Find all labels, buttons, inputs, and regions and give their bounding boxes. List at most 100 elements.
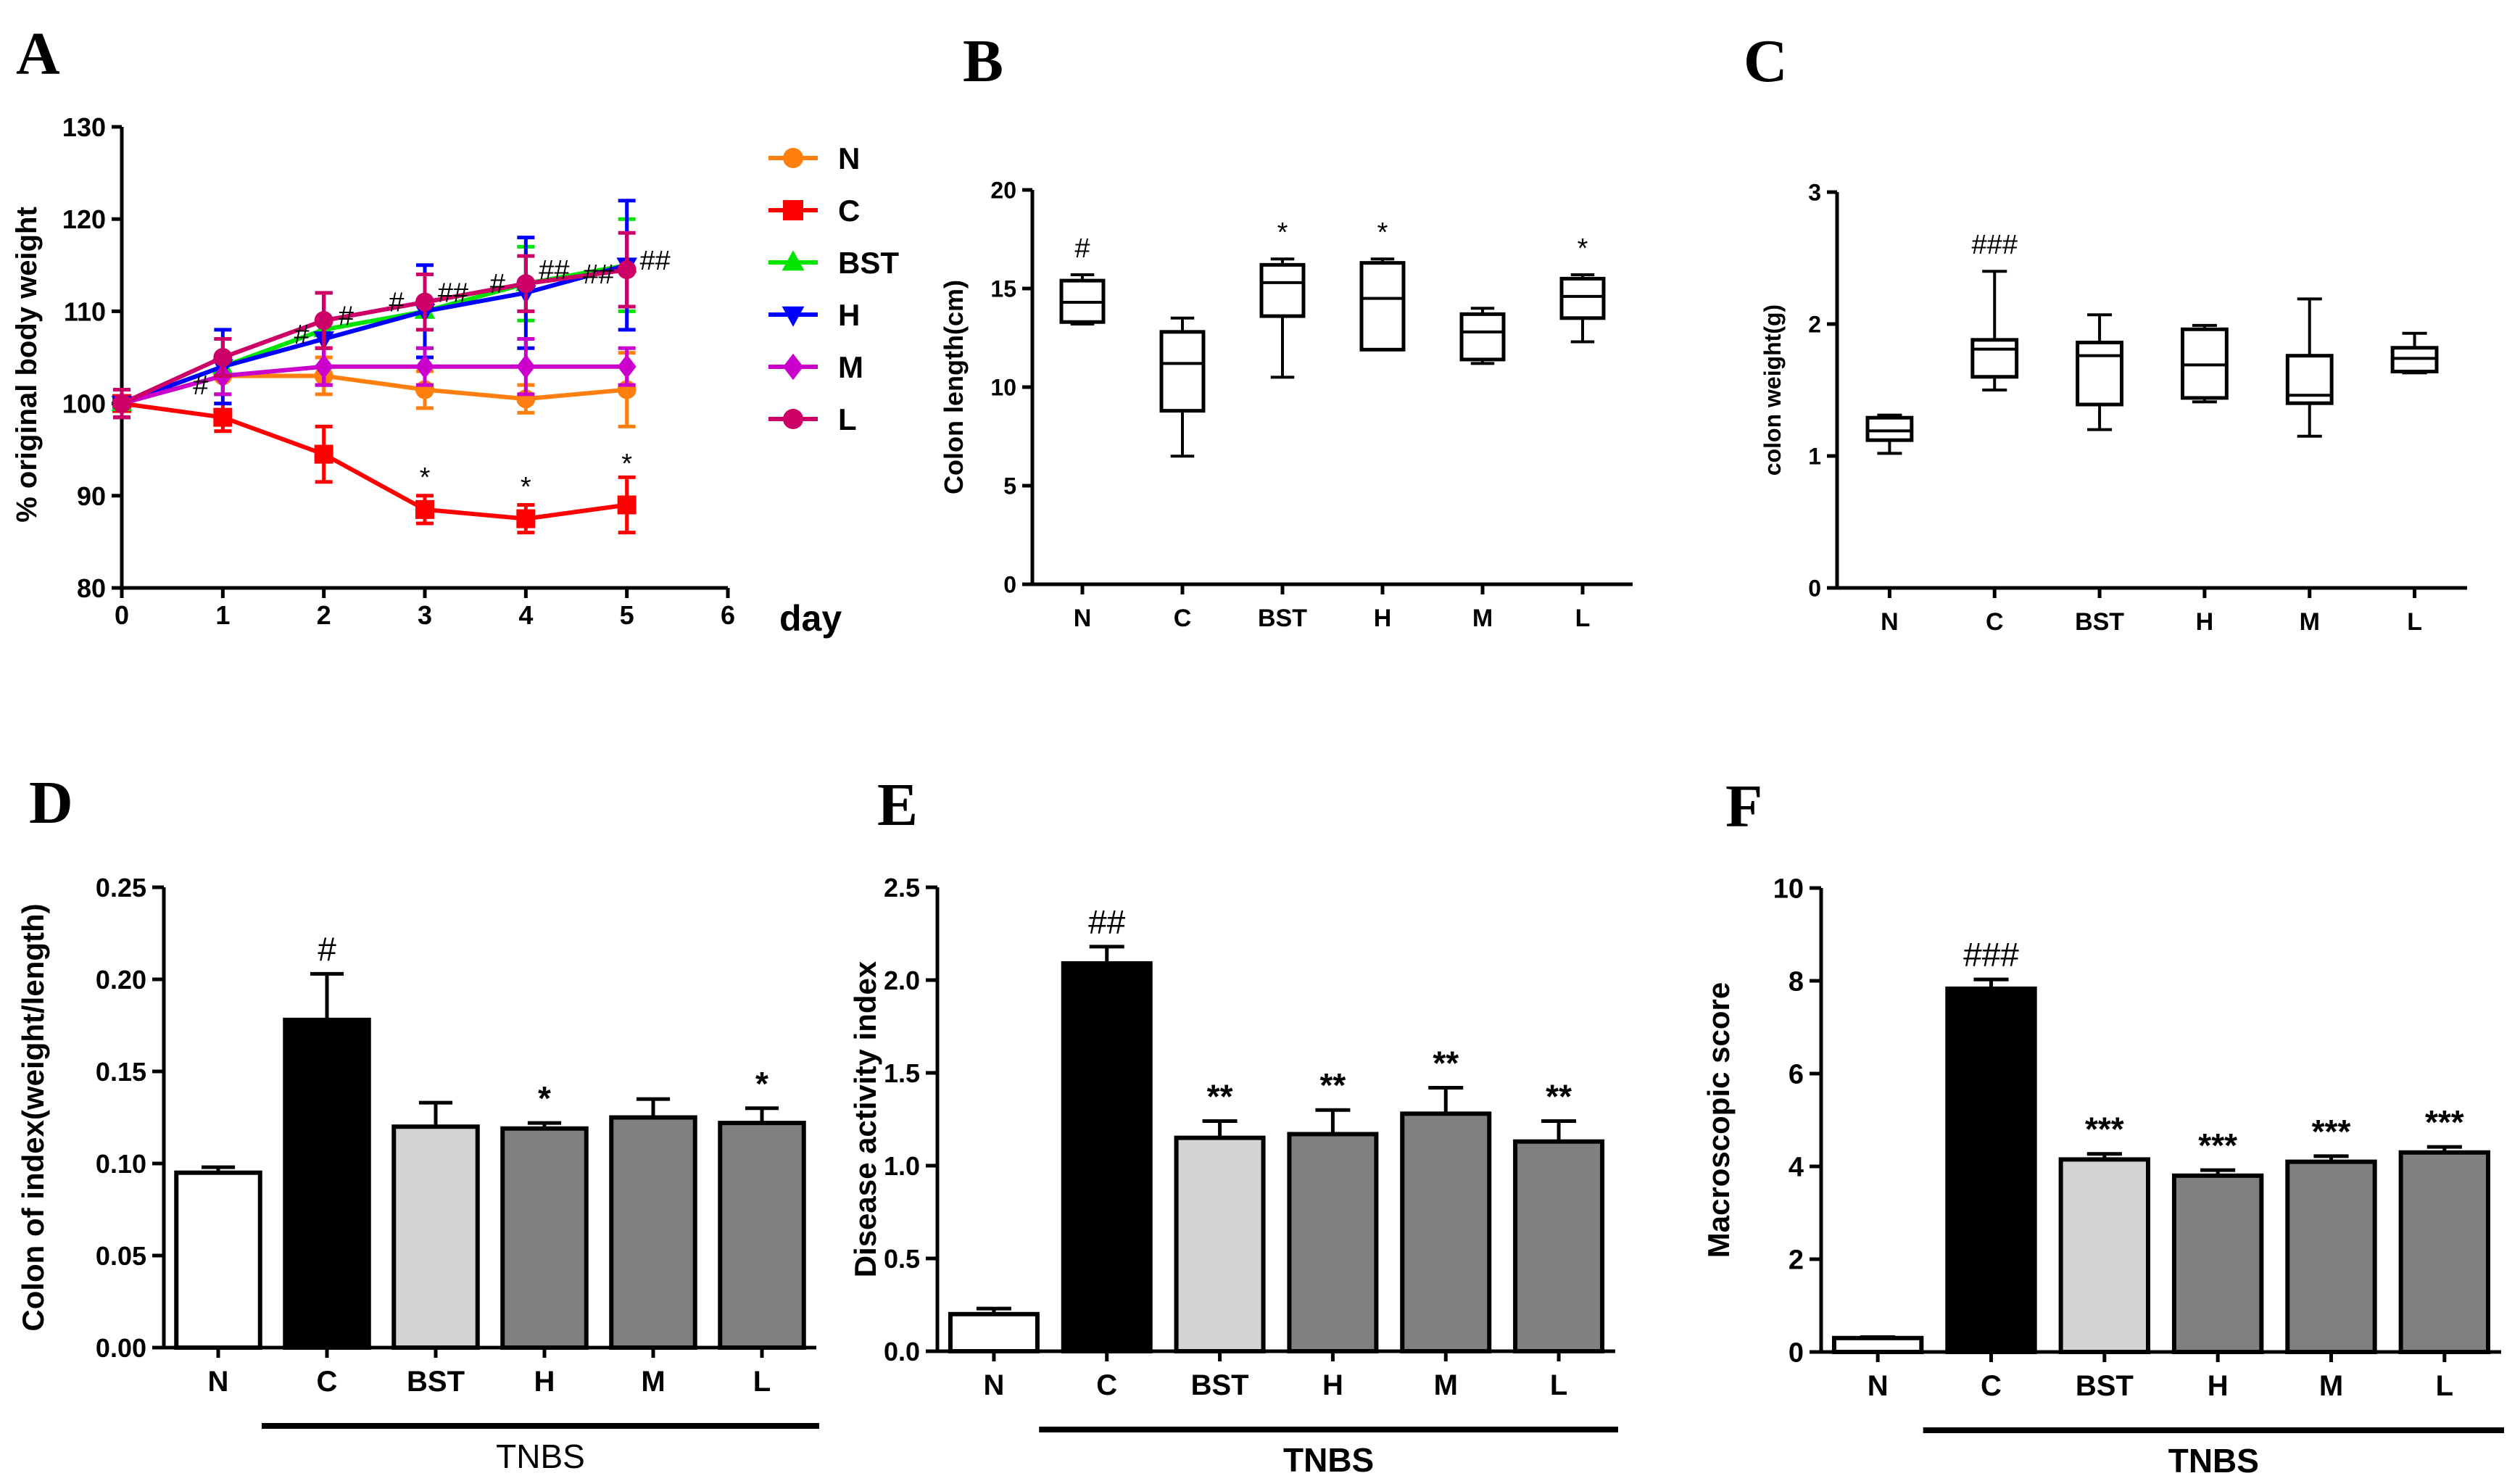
box-M: M — [1459, 307, 1506, 632]
data-point — [314, 354, 333, 379]
data-point — [783, 353, 803, 381]
x-tick-label: C — [1981, 1370, 2002, 1402]
bar-H: H* — [500, 1079, 589, 1398]
x-tick-label: L — [2407, 608, 2422, 636]
x-tick-label: L — [1550, 1369, 1567, 1401]
y-tick-label: 1 — [1808, 444, 1821, 470]
box-BST: BST * — [1258, 217, 1307, 632]
legend-label: M — [838, 350, 863, 384]
data-point — [415, 499, 434, 519]
bar-BST: BST — [391, 1100, 480, 1398]
y-tick-label: 8 — [1789, 967, 1804, 997]
bar — [391, 1124, 480, 1350]
panel-c: C 0 1 2 3 colon weight(g) N C ### BST H M L — [1744, 28, 2467, 636]
significance-mark: * — [538, 1079, 551, 1117]
data-point — [314, 444, 333, 464]
bar — [1945, 986, 2037, 1354]
bar-L: L ** — [1513, 1078, 1605, 1401]
y-tick-label: 130 — [62, 112, 106, 142]
significance-mark: ### — [1972, 230, 2018, 260]
x-tick-label: N — [1881, 608, 1899, 636]
y-tick-label: 0.0 — [884, 1337, 920, 1366]
y-tick-label: 0.05 — [96, 1241, 146, 1271]
data-point — [415, 292, 434, 312]
legend-item-L: L — [768, 402, 857, 436]
series-L — [112, 231, 637, 420]
x-tick-label: L — [753, 1366, 771, 1398]
significance-mark: *** — [2085, 1111, 2124, 1148]
bar-M: M — [609, 1097, 697, 1398]
significance-mark: *** — [2312, 1113, 2351, 1150]
box-H: H — [2181, 323, 2229, 636]
significance-mark: * — [1377, 217, 1388, 248]
significance-mark: ** — [1320, 1066, 1346, 1104]
y-tick-label: 2.5 — [884, 873, 920, 903]
box-C: C ### — [1970, 230, 2019, 636]
significance-mark: ## — [1088, 903, 1126, 941]
panel-letter: A — [16, 20, 60, 88]
bar-L: L* — [718, 1065, 806, 1398]
y-tick-label: 0.10 — [96, 1149, 146, 1179]
significance-mark: ** — [1207, 1078, 1233, 1116]
bar-C: C ### — [1945, 936, 2037, 1402]
x-tick-label: H — [534, 1366, 555, 1398]
bar — [2058, 1157, 2151, 1355]
legend-label: C — [838, 194, 860, 228]
bar-N: N — [1831, 1335, 1924, 1402]
series-C — [112, 388, 637, 535]
panel-letter: F — [1725, 773, 1762, 840]
data-point — [782, 306, 805, 327]
panel-e: E 0.0 0.5 1.0 1.5 2.0 2.5 Disease activity inde… — [848, 771, 1618, 1479]
box — [1359, 261, 1406, 352]
x-tick-label: H — [1374, 605, 1392, 632]
significance-mark: ## — [584, 260, 614, 290]
x-tick-label: 2 — [317, 600, 331, 630]
box-L: L — [2390, 331, 2439, 636]
bar-L: L *** — [2398, 1103, 2491, 1402]
significance-mark: *** — [2425, 1103, 2464, 1141]
significance-mark: ## — [438, 278, 468, 309]
panel-d: D 0.00 0.05 0.10 0.15 0.20 0.25 Colon of index(… — [16, 769, 819, 1475]
x-tick-label: BST — [1191, 1369, 1249, 1401]
y-tick-label: 0 — [1789, 1338, 1804, 1369]
panel-letter: D — [29, 769, 73, 837]
y-axis-label: Disease activity index — [848, 961, 882, 1277]
bar — [1513, 1139, 1605, 1353]
y-axis-label: Macroscopic score — [1702, 982, 1736, 1258]
x-tick-label: 3 — [418, 600, 432, 630]
bar — [1174, 1135, 1266, 1353]
data-point — [783, 148, 803, 168]
bar — [500, 1126, 589, 1350]
x-tick-label: C — [1096, 1369, 1117, 1401]
y-tick-label: 0.20 — [96, 965, 146, 995]
x-tick-label: BST — [2076, 1370, 2134, 1402]
bar-M: M ** — [1400, 1044, 1492, 1401]
box-N: N# — [1059, 233, 1106, 632]
data-point — [617, 495, 637, 515]
bar-BST: BST *** — [2058, 1111, 2151, 1402]
legend-label: BST — [838, 246, 899, 280]
x-tick-label: M — [1472, 605, 1493, 632]
y-tick-label: 120 — [62, 204, 106, 234]
y-tick-label: 10 — [1773, 874, 1804, 905]
series-line — [120, 267, 628, 406]
bar-C: C ## — [1061, 903, 1153, 1401]
data-point — [782, 250, 805, 271]
y-tick-label: 0.5 — [884, 1244, 920, 1274]
box — [1559, 276, 1606, 320]
x-tick-label: N — [208, 1366, 229, 1398]
y-tick-label: 1.5 — [884, 1058, 920, 1088]
panel-letter: C — [1744, 28, 1788, 95]
x-tick-label: BST — [407, 1366, 465, 1398]
box — [1259, 262, 1306, 318]
x-tick-label: C — [1986, 608, 2004, 636]
y-tick-label: 1.0 — [884, 1151, 920, 1181]
y-tick-label: 3 — [1808, 180, 1821, 206]
significance-mark: # — [339, 301, 354, 331]
legend-item-N: N — [768, 141, 860, 175]
series-line — [120, 262, 628, 406]
x-tick-label: M — [2319, 1370, 2343, 1402]
y-tick-label: 0 — [1808, 576, 1821, 602]
